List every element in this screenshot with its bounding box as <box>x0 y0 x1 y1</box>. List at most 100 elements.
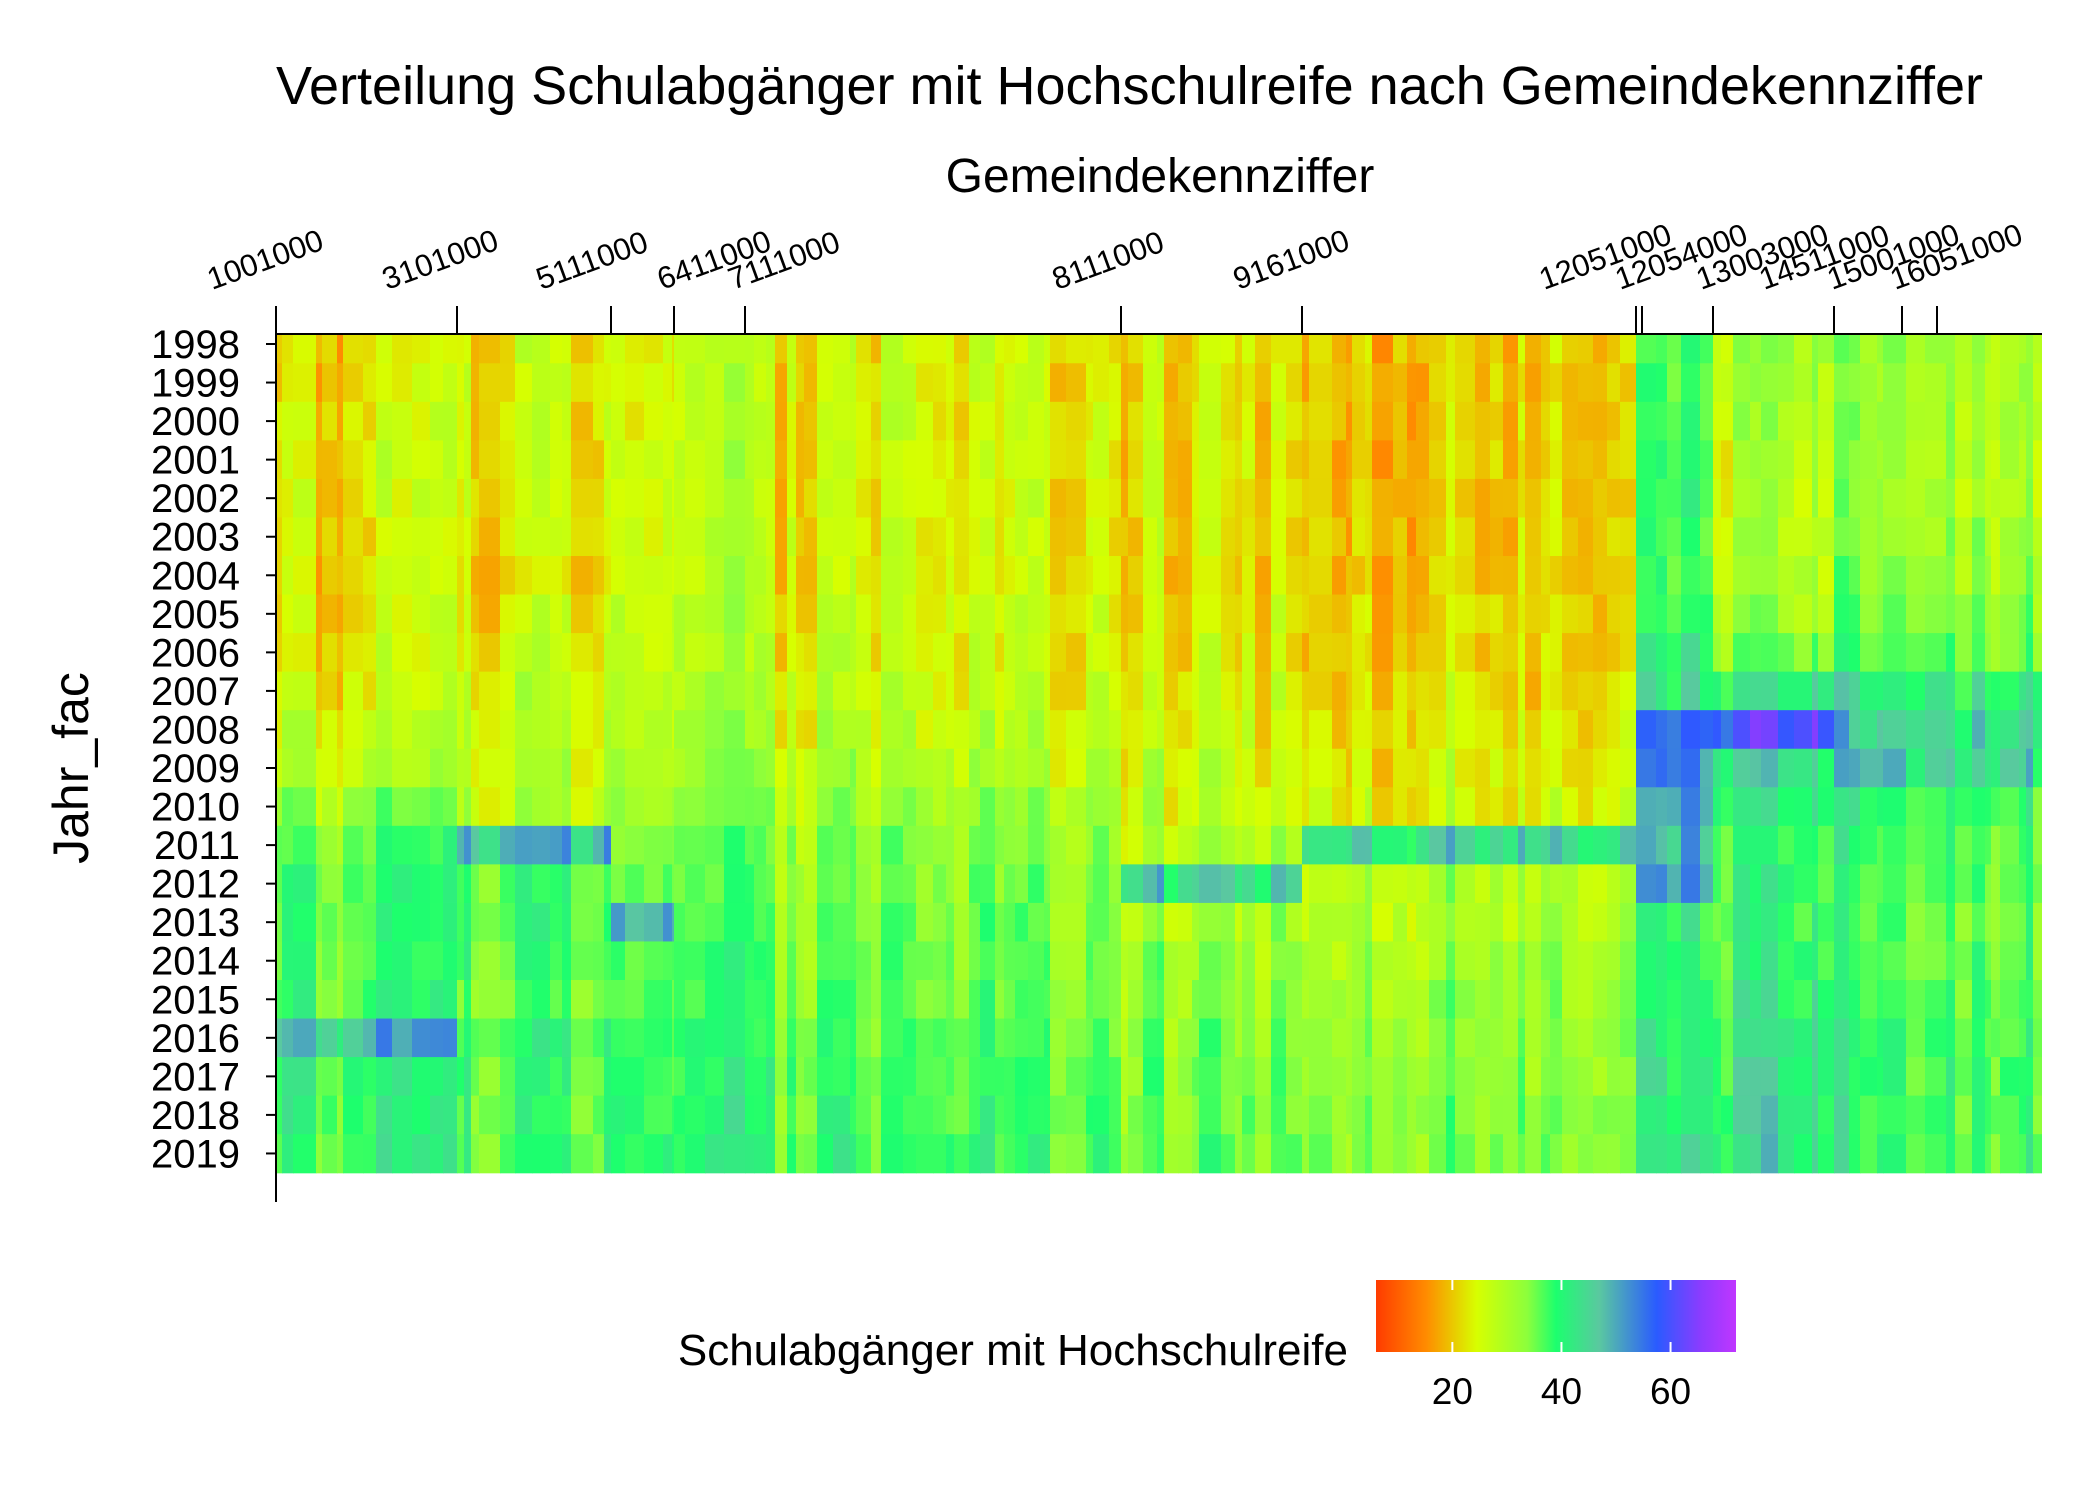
heatmap-cell <box>1429 556 1447 596</box>
heatmap-cell <box>2000 864 2020 904</box>
heatmap-cell <box>916 363 934 403</box>
heatmap-cell <box>1475 980 1491 1020</box>
heatmap-cell <box>1794 594 1813 634</box>
heatmap-cell <box>1681 825 1701 865</box>
heatmap-cell <box>1518 1095 1526 1135</box>
heatmap-cell <box>1550 825 1563 865</box>
heatmap-cell <box>1221 334 1236 364</box>
heatmap-cell <box>1607 556 1621 596</box>
heatmap-cell <box>995 633 1005 673</box>
heatmap-cell <box>1286 787 1303 827</box>
heatmap-cell <box>1607 825 1621 865</box>
heatmap-cell <box>571 902 594 943</box>
heatmap-cell <box>980 1134 996 1174</box>
heatmap-cell <box>1109 334 1122 364</box>
heatmap-cell <box>1157 334 1165 364</box>
heatmap-cell <box>1086 440 1094 480</box>
heatmap-cell <box>593 825 605 865</box>
heatmap-cell <box>1121 1057 1129 1097</box>
heatmap-cell <box>1721 1057 1734 1097</box>
heatmap-cell <box>471 478 480 519</box>
heatmap-cell <box>2000 1018 2020 1058</box>
heatmap-cell <box>276 980 283 1020</box>
heatmap-cell <box>1143 334 1158 364</box>
heatmap-cell <box>933 440 947 480</box>
heatmap-cell <box>1286 1018 1303 1058</box>
heatmap-cell <box>479 710 501 750</box>
heatmap-cell <box>1429 980 1447 1020</box>
heatmap-cell <box>685 864 706 904</box>
heatmap-cell <box>611 748 626 788</box>
heatmap-cell <box>1877 1134 1884 1174</box>
heatmap-cell <box>1255 671 1272 711</box>
heatmap-cell <box>674 825 686 865</box>
heatmap-cell <box>464 1057 472 1097</box>
heatmap-cell <box>1446 864 1456 904</box>
heatmap-cell <box>1761 363 1779 403</box>
heatmap-cell <box>1812 1095 1819 1135</box>
heatmap-cell <box>1407 556 1417 596</box>
heatmap-cell <box>916 671 934 711</box>
heatmap-cell <box>672 902 675 943</box>
heatmap-cell <box>1525 517 1542 557</box>
heatmap-cell <box>1050 1134 1067 1174</box>
heatmap-cell <box>1925 980 1947 1020</box>
heatmap-cell <box>775 902 788 943</box>
heatmap-cell <box>933 594 947 634</box>
heatmap-cell <box>1365 710 1373 750</box>
heatmap-cell <box>1050 902 1067 943</box>
heatmap-cell <box>1332 594 1347 634</box>
heatmap-cell <box>2000 710 2020 750</box>
heatmap-cell <box>685 556 706 596</box>
heatmap-cell <box>1393 556 1408 596</box>
heatmap-cell <box>1834 748 1850 788</box>
heatmap-cell <box>1656 864 1668 904</box>
heatmap-cell <box>1750 1095 1762 1135</box>
heatmap-cell <box>1365 594 1373 634</box>
heatmap-cell <box>2000 478 2020 519</box>
heatmap-cell <box>1812 864 1819 904</box>
heatmap-cell <box>1235 440 1243 480</box>
heatmap-cell <box>1271 710 1287 750</box>
heatmap-cell <box>1794 478 1813 519</box>
heatmap-cell <box>804 1095 818 1135</box>
heatmap-cell <box>1834 440 1850 480</box>
heatmap-cell <box>969 556 981 596</box>
heatmap-cell <box>1178 440 1193 480</box>
heatmap-cell <box>1490 748 1504 788</box>
heatmap-cell <box>705 440 725 480</box>
heatmap-cell <box>775 980 788 1020</box>
heatmap-cell <box>1721 401 1734 441</box>
heatmap-cell <box>464 401 472 441</box>
heatmap-cell <box>392 1018 413 1058</box>
heatmap-cell <box>363 902 377 943</box>
heatmap-cell <box>1946 1134 1956 1174</box>
heatmap-cell <box>430 633 444 673</box>
heatmap-cell <box>685 1134 706 1174</box>
heatmap-cell <box>1416 787 1430 827</box>
heatmap-cell <box>282 334 294 364</box>
heatmap-cell <box>1562 787 1579 827</box>
heatmap-cell <box>443 1134 458 1174</box>
heatmap-cell <box>376 440 393 480</box>
heatmap-cell <box>1309 594 1333 634</box>
heatmap-cell <box>796 478 805 519</box>
heatmap-cell <box>1044 633 1051 673</box>
heatmap-cell <box>1121 941 1129 981</box>
heatmap-cell <box>1178 517 1193 557</box>
heatmap-cell <box>1607 1134 1621 1174</box>
heatmap-cell <box>515 517 533 557</box>
heatmap-cell <box>1332 902 1347 943</box>
heatmap-cell <box>1050 1018 1067 1058</box>
heatmap-cell <box>293 710 317 750</box>
heatmap-cell <box>1681 864 1701 904</box>
heatmap-cell <box>1761 941 1779 981</box>
heatmap-cell <box>376 594 393 634</box>
heatmap-cell <box>644 748 664 788</box>
heatmap-cell <box>2026 1134 2034 1174</box>
heatmap-cell <box>672 633 675 673</box>
heatmap-cell <box>282 671 294 711</box>
heatmap-cell <box>1991 363 2001 403</box>
heatmap-cell <box>412 334 431 364</box>
heatmap-cell <box>1794 902 1813 943</box>
